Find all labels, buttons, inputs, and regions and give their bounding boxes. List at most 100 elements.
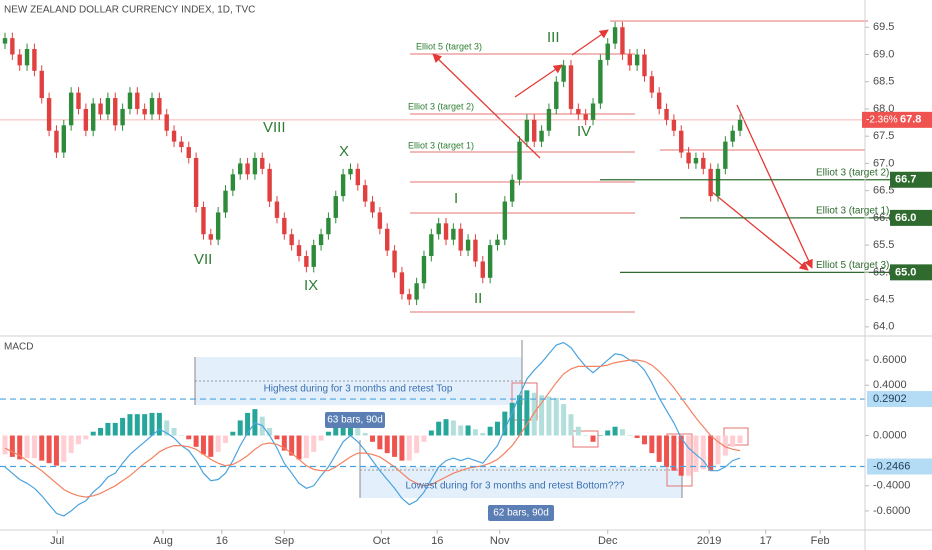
- x-tick-label: Feb: [811, 535, 830, 547]
- y-tick-label: 69.5: [873, 21, 894, 33]
- histogram-bar: [178, 435, 184, 437]
- candle-body: [252, 157, 258, 175]
- candle-body: [517, 141, 522, 180]
- candle-body: [17, 54, 22, 66]
- histogram-bar: [700, 435, 706, 470]
- histogram-bar: [568, 414, 574, 436]
- candle-body: [539, 130, 544, 142]
- candle-body: [392, 250, 397, 273]
- candle-body: [39, 70, 44, 99]
- target-badge: [890, 264, 932, 281]
- histogram-bar: [112, 422, 118, 436]
- candle-body: [46, 98, 52, 131]
- candle-body: [54, 130, 59, 153]
- candle-body: [83, 108, 89, 131]
- histogram-bar: [267, 427, 273, 436]
- histogram-bar: [531, 392, 537, 436]
- wave-label: II: [474, 290, 482, 307]
- histogram-bar: [664, 435, 670, 467]
- candle-body: [208, 234, 214, 240]
- histogram-bar: [686, 435, 692, 476]
- last-price-label: 67.8: [900, 114, 921, 126]
- candle-body: [605, 43, 610, 60]
- candle-body: [627, 54, 632, 66]
- y-tick-label: 64.0: [873, 321, 894, 333]
- histogram-bar: [193, 435, 199, 447]
- histogram-bar: [46, 435, 52, 464]
- histogram-bar: [436, 421, 442, 436]
- histogram-bar: [134, 414, 140, 436]
- histogram-bar: [120, 417, 126, 436]
- candle-body: [230, 174, 236, 191]
- histogram-bar: [215, 435, 221, 452]
- plot: [0, 21, 890, 517]
- histogram-bar: [656, 435, 662, 462]
- level-label: -0.2466: [873, 460, 910, 472]
- candle-body: [598, 59, 603, 104]
- last-price-badge: [862, 111, 932, 128]
- candle-body: [561, 65, 566, 82]
- candle-body: [656, 92, 662, 109]
- candle-body: [524, 119, 530, 142]
- y-tick-label: 66.5: [873, 185, 894, 197]
- y-tick-label: 67.0: [873, 157, 894, 169]
- candle-body: [414, 283, 419, 300]
- histogram-bar: [575, 426, 581, 436]
- candle-body: [385, 228, 390, 251]
- candle-body: [113, 98, 118, 126]
- candle-body: [318, 234, 324, 246]
- candle-body: [701, 157, 706, 169]
- candle-body: [502, 201, 508, 240]
- histogram-bar: [597, 435, 603, 437]
- target-name: Elliot 5 (target 3): [816, 260, 889, 271]
- candle-body: [487, 245, 493, 278]
- histogram-bar: [76, 435, 82, 445]
- histogram-bar: [296, 435, 302, 460]
- x-tick-label: 16: [431, 535, 443, 547]
- candle-body: [24, 49, 30, 66]
- wave-label: IX: [304, 277, 318, 294]
- wave-label: VII: [194, 251, 212, 268]
- histogram-bar: [281, 435, 287, 451]
- candle-body: [693, 157, 699, 164]
- histogram-bar: [605, 430, 611, 436]
- histogram-bar: [502, 411, 508, 436]
- histogram-bar: [98, 427, 104, 436]
- candle-body: [634, 54, 640, 66]
- histogram-bar: [414, 435, 420, 454]
- histogram-bar: [68, 435, 74, 454]
- histogram-bar: [678, 435, 684, 476]
- histogram-bar: [17, 435, 23, 460]
- candle-body: [532, 119, 537, 142]
- candle-body: [554, 81, 559, 109]
- histogram-bar: [333, 422, 339, 436]
- candle-body: [421, 256, 427, 284]
- target-label: 66.7: [895, 174, 916, 186]
- candle-body: [76, 92, 81, 109]
- histogram-bar: [24, 435, 30, 459]
- y-tick-label: 65.5: [873, 239, 894, 251]
- histogram-bar: [325, 431, 331, 436]
- candle-body: [91, 103, 96, 131]
- target-label: 65.0: [895, 266, 916, 278]
- histogram-bar: [730, 435, 736, 447]
- candle-body: [127, 92, 133, 109]
- candle-body: [737, 119, 743, 131]
- background: [194, 340, 683, 498]
- wave-label: X: [339, 143, 349, 160]
- histogram-bar: [9, 435, 15, 457]
- chart-title: NEW ZEALAND DOLLAR CURRENCY INDEX, 1D, T…: [4, 5, 255, 16]
- candle-body: [193, 157, 199, 207]
- candle-body: [260, 157, 265, 169]
- wave-label: IV: [577, 123, 591, 140]
- histogram-bar: [362, 432, 368, 436]
- candle-body: [274, 201, 280, 218]
- arrow: [514, 64, 563, 98]
- candle-body: [105, 98, 111, 115]
- target-note: Elliot 3 (target 1): [408, 140, 474, 150]
- y-tick-label: 0.4000: [873, 379, 907, 391]
- target-name: Elliot 3 (target 1): [816, 206, 889, 217]
- histogram-bar: [377, 435, 383, 450]
- candle-body: [399, 272, 405, 295]
